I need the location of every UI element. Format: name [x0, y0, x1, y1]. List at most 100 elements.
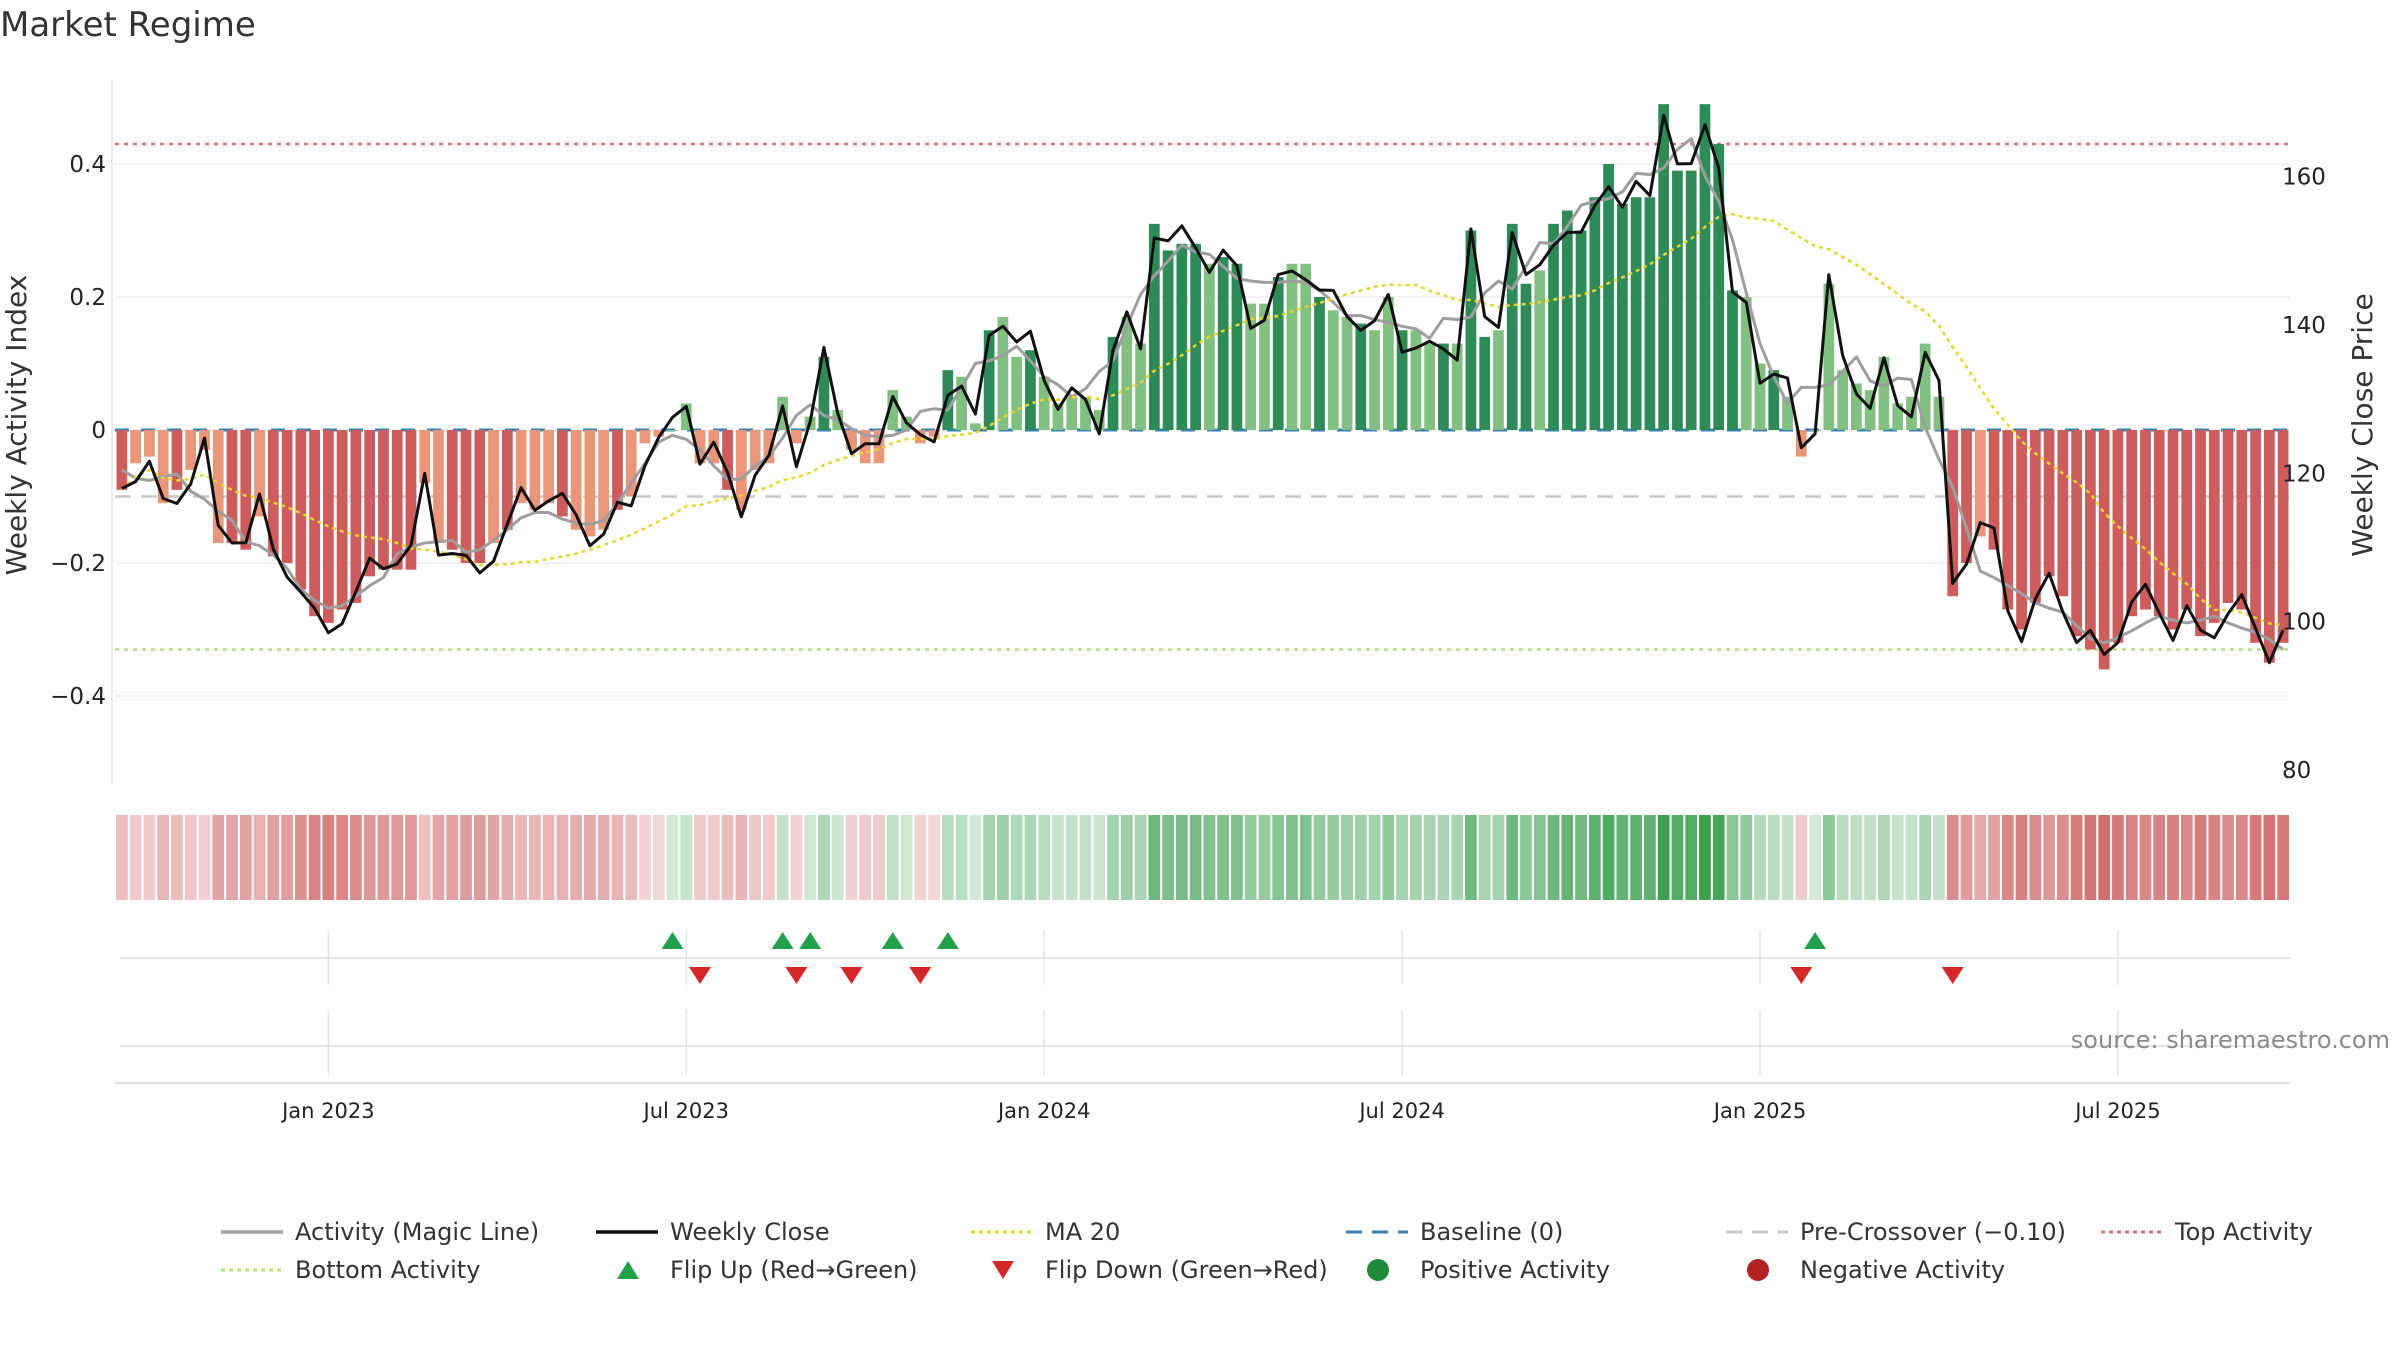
heat-strip-cell — [652, 815, 665, 900]
legend-label: Positive Activity — [1420, 1256, 1610, 1284]
heat-strip-cell — [2139, 815, 2152, 900]
activity-bar — [1314, 297, 1325, 430]
legend-label: Activity (Magic Line) — [295, 1218, 539, 1246]
heat-strip-cell — [1630, 815, 1643, 900]
legend-item: Baseline (0) — [1346, 1218, 1563, 1246]
heat-strip-cell — [1960, 815, 1973, 900]
flip-up-marker — [799, 932, 822, 949]
heat-strip-cell — [2222, 815, 2234, 900]
activity-bar — [171, 430, 183, 490]
heat-strip-cell — [2277, 815, 2289, 900]
heat-strip-cell — [501, 815, 514, 900]
heat-strip-cell — [281, 815, 293, 900]
activity-bar — [2126, 430, 2138, 617]
legend: Activity (Magic Line) Weekly Close MA 20 Ba… — [221, 1218, 2313, 1284]
activity-bar — [1603, 164, 1614, 430]
heat-strip-cell — [1905, 815, 1918, 900]
heat-strip-cell — [1726, 815, 1739, 900]
heat-strip-cell — [845, 815, 858, 900]
heat-strip-cell — [2235, 815, 2248, 900]
activity-bar — [1974, 430, 1986, 537]
activity-bar — [1107, 336, 1119, 430]
flip-down-marker — [840, 967, 863, 984]
heat-strip-cell — [515, 815, 527, 900]
heat-strip-cell — [556, 815, 569, 900]
activity-bar — [240, 430, 252, 550]
x-tick-label: Jan 2023 — [280, 1099, 375, 1123]
x-axis: Jan 2023 Jul 2023 Jan 2024 Jul 2024 Jan 2025… — [115, 1082, 2290, 1123]
activity-bar — [2277, 430, 2289, 643]
heat-strip-cell — [1368, 815, 1381, 900]
activity-bar — [391, 430, 403, 570]
heat-strip-cell — [1286, 815, 1298, 900]
flip-down-marker — [909, 967, 932, 984]
activity-bar — [1300, 263, 1312, 430]
heat-strip-cell — [1822, 815, 1835, 900]
activity-bar — [2153, 430, 2165, 617]
heat-strip-cell — [1520, 815, 1532, 900]
activity-bar — [873, 430, 885, 464]
activity-bar — [212, 430, 224, 544]
activity-bar — [1561, 210, 1573, 430]
activity-bar — [763, 430, 775, 464]
activity-bar — [1410, 330, 1422, 430]
activity-bar — [1148, 223, 1160, 430]
heat-strip-cell — [735, 815, 748, 900]
heat-strip-cell — [818, 815, 830, 900]
heat-strip-cell — [2180, 815, 2193, 900]
activity-bar — [1534, 270, 1546, 430]
activity-bar — [639, 430, 651, 444]
heat-strip-cell — [707, 815, 720, 900]
activity-bar — [1892, 403, 1904, 430]
heat-strip-cell — [886, 815, 899, 900]
activity-bar — [612, 430, 623, 510]
activity-bar — [529, 430, 541, 510]
grid-lines — [111, 80, 2290, 1075]
activity-bar — [1685, 170, 1697, 430]
heat-strip-cell — [1478, 815, 1491, 900]
activity-bar — [1672, 170, 1683, 430]
activity-bar — [2167, 430, 2179, 630]
heat-strip-cell — [804, 815, 817, 900]
heat-strip-cell — [2056, 815, 2069, 900]
activity-bar — [157, 430, 169, 504]
heat-strip-cell — [749, 815, 761, 900]
heat-strip-cell — [1272, 815, 1285, 900]
heat-strip-cell — [446, 815, 459, 900]
activity-bars — [116, 104, 2289, 670]
heat-strip-cell — [694, 815, 706, 900]
heat-strip-cell — [405, 815, 417, 900]
activity-bar — [309, 430, 320, 617]
activity-bar — [144, 430, 155, 457]
activity-bar — [433, 430, 444, 544]
activity-bar — [1382, 297, 1394, 430]
legend-swatch — [617, 1261, 639, 1279]
heat-strip-cell — [1189, 815, 1202, 900]
heat-strip-cell — [487, 815, 500, 900]
activity-bar — [1851, 383, 1862, 430]
flip-up-marker — [661, 932, 684, 949]
heat-strip-cell — [570, 815, 583, 900]
heat-strip-cell — [1946, 815, 1959, 900]
activity-bar — [1341, 316, 1353, 430]
y-left-axis-label: Weekly Activity Index — [0, 275, 33, 576]
activity-bar — [1355, 323, 1367, 430]
flip-down-marker — [689, 967, 712, 984]
flip-up-marker — [936, 932, 959, 949]
heat-strip-cell — [969, 815, 982, 900]
heat-strip-cell — [1850, 815, 1863, 900]
flip-markers — [120, 932, 2290, 1047]
activity-bar — [1438, 343, 1449, 430]
legend-item: MA 20 — [971, 1218, 1120, 1246]
activity-bar — [749, 430, 761, 470]
legend-label: Baseline (0) — [1420, 1218, 1563, 1246]
activity-bar — [1080, 396, 1091, 430]
heat-strip-cell — [2029, 815, 2042, 900]
heat-strip-cell — [1423, 815, 1436, 900]
heat-strip-cell — [184, 815, 197, 900]
activity-magic-line — [121, 137, 2284, 651]
activity-bar — [116, 430, 128, 490]
heat-strip-cell — [1575, 815, 1587, 900]
heat-strip-cell — [1244, 815, 1257, 900]
activity-bar — [1506, 223, 1518, 430]
